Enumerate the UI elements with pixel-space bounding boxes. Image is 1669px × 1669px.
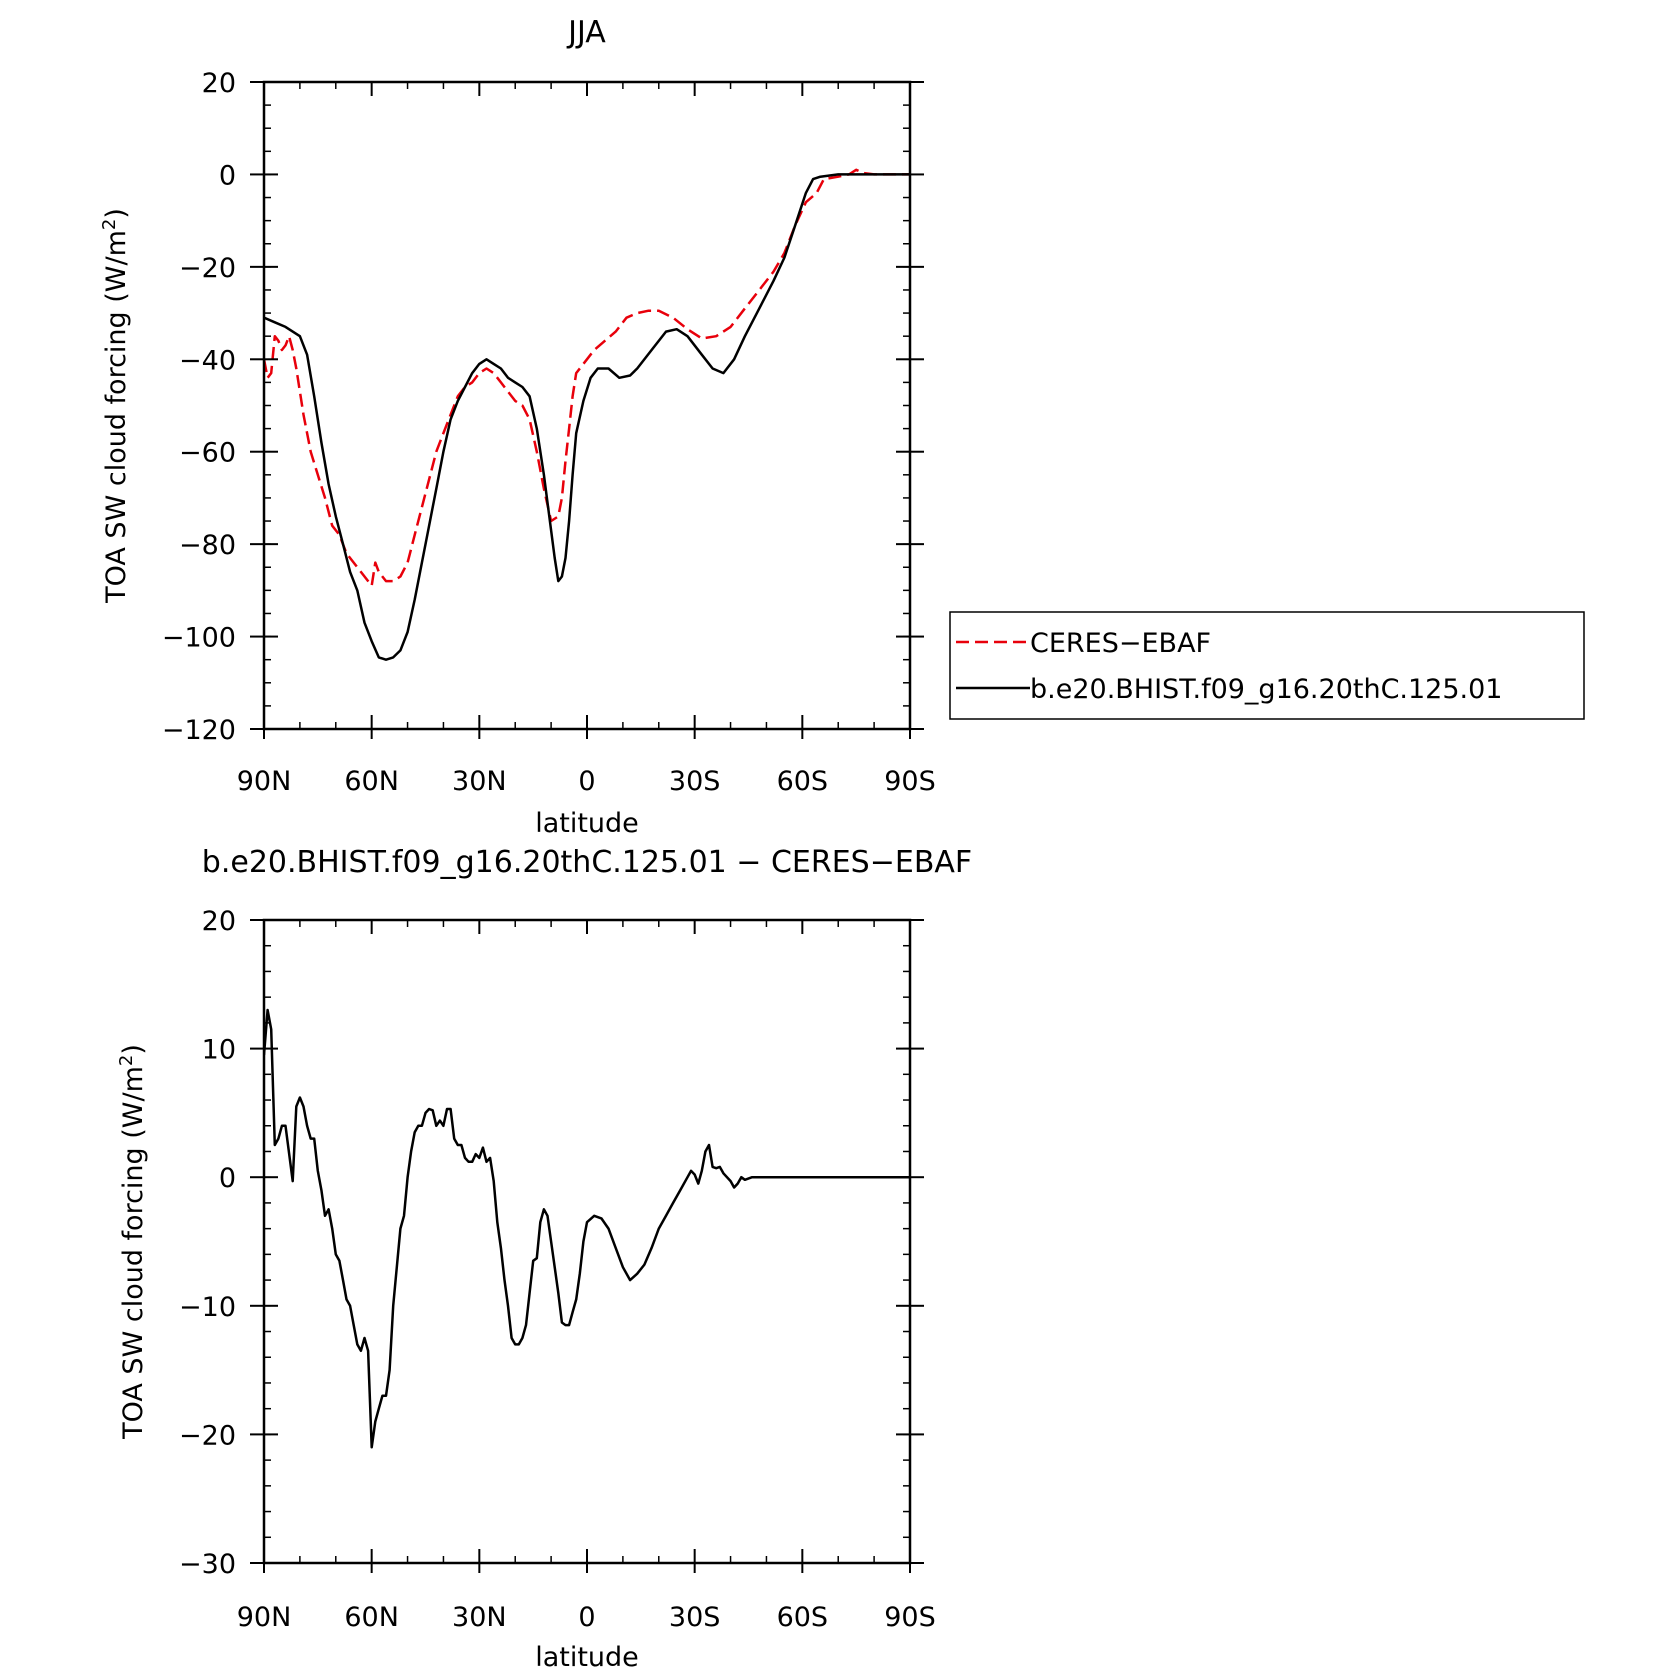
- y-axis-title-tail: ): [101, 208, 132, 219]
- x-axis-title: latitude: [535, 1642, 639, 1669]
- series-group: [264, 1008, 910, 1449]
- y-tick-label: 20: [202, 68, 236, 99]
- y-tick-label: −80: [179, 530, 236, 561]
- series-line-0: [264, 168, 910, 587]
- x-tick-label: 90S: [884, 1602, 936, 1633]
- x-tick-label: 30S: [669, 766, 721, 797]
- x-tick-label: 90N: [237, 766, 292, 797]
- x-axis-title: latitude: [535, 808, 639, 839]
- y-axis-title-superscript: 2: [99, 219, 120, 230]
- y-axis-title: TOA SW cloud forcing (W/m2): [116, 1044, 149, 1440]
- x-tick-label: 30N: [452, 766, 507, 797]
- legend: CERES−EBAF b.e20.BHIST.f09_g16.20thC.125.…: [949, 611, 1585, 720]
- bottom-panel-difference: b.e20.BHIST.f09_g16.20thC.125.01 − CERES…: [116, 845, 972, 1669]
- y-tick-label: −30: [179, 1549, 236, 1580]
- chart-title: JJA: [566, 15, 606, 50]
- x-tick-label: 0: [578, 1602, 595, 1633]
- x-tick-label: 90N: [237, 1602, 292, 1633]
- series-group: [264, 168, 910, 661]
- top-panel-jja: JJA 90N 60N 30N 0 30S 60S 90S 20 0 −20 −40 −60 −80 −10…: [99, 15, 1585, 839]
- y-tick-label: −100: [162, 623, 236, 654]
- y-tick-label: −10: [179, 1292, 236, 1323]
- x-tick-label: 60S: [777, 1602, 829, 1633]
- y-axis-title-main: TOA SW cloud forcing (W/m: [118, 1066, 149, 1440]
- x-tick-label: 60S: [777, 766, 829, 797]
- legend-label-1: b.e20.BHIST.f09_g16.20thC.125.01: [1030, 674, 1502, 705]
- series-line-1: [264, 173, 910, 661]
- legend-box: [949, 611, 1585, 720]
- y-tick-label: 0: [219, 160, 236, 191]
- y-tick-label: 20: [202, 906, 236, 937]
- chart-title: b.e20.BHIST.f09_g16.20thC.125.01 − CERES…: [202, 845, 972, 880]
- y-tick-label: 0: [219, 1163, 236, 1194]
- y-axis-title-main: TOA SW cloud forcing (W/m: [101, 230, 132, 604]
- x-tick-label: 30S: [669, 1602, 721, 1633]
- y-axis-title-superscript: 2: [116, 1055, 137, 1066]
- series-line-0: [264, 1008, 910, 1449]
- y-axis-title-tail: ): [118, 1044, 149, 1055]
- x-tick-label: 90S: [884, 766, 936, 797]
- y-tick-label: −40: [179, 345, 236, 376]
- x-tick-label: 30N: [452, 1602, 507, 1633]
- x-tick-label: 60N: [344, 766, 399, 797]
- x-tick-label: 0: [578, 766, 595, 797]
- y-tick-label: −20: [179, 253, 236, 284]
- x-tick-label: 60N: [344, 1602, 399, 1633]
- plot-frame: [262, 918, 912, 1565]
- y-tick-label: 10: [202, 1035, 236, 1066]
- legend-label-0: CERES−EBAF: [1030, 628, 1211, 659]
- y-axis-title: TOA SW cloud forcing (W/m2): [99, 208, 132, 604]
- y-tick-label: −20: [179, 1420, 236, 1451]
- y-tick-label: −60: [179, 438, 236, 469]
- y-tick-label: −120: [162, 715, 236, 746]
